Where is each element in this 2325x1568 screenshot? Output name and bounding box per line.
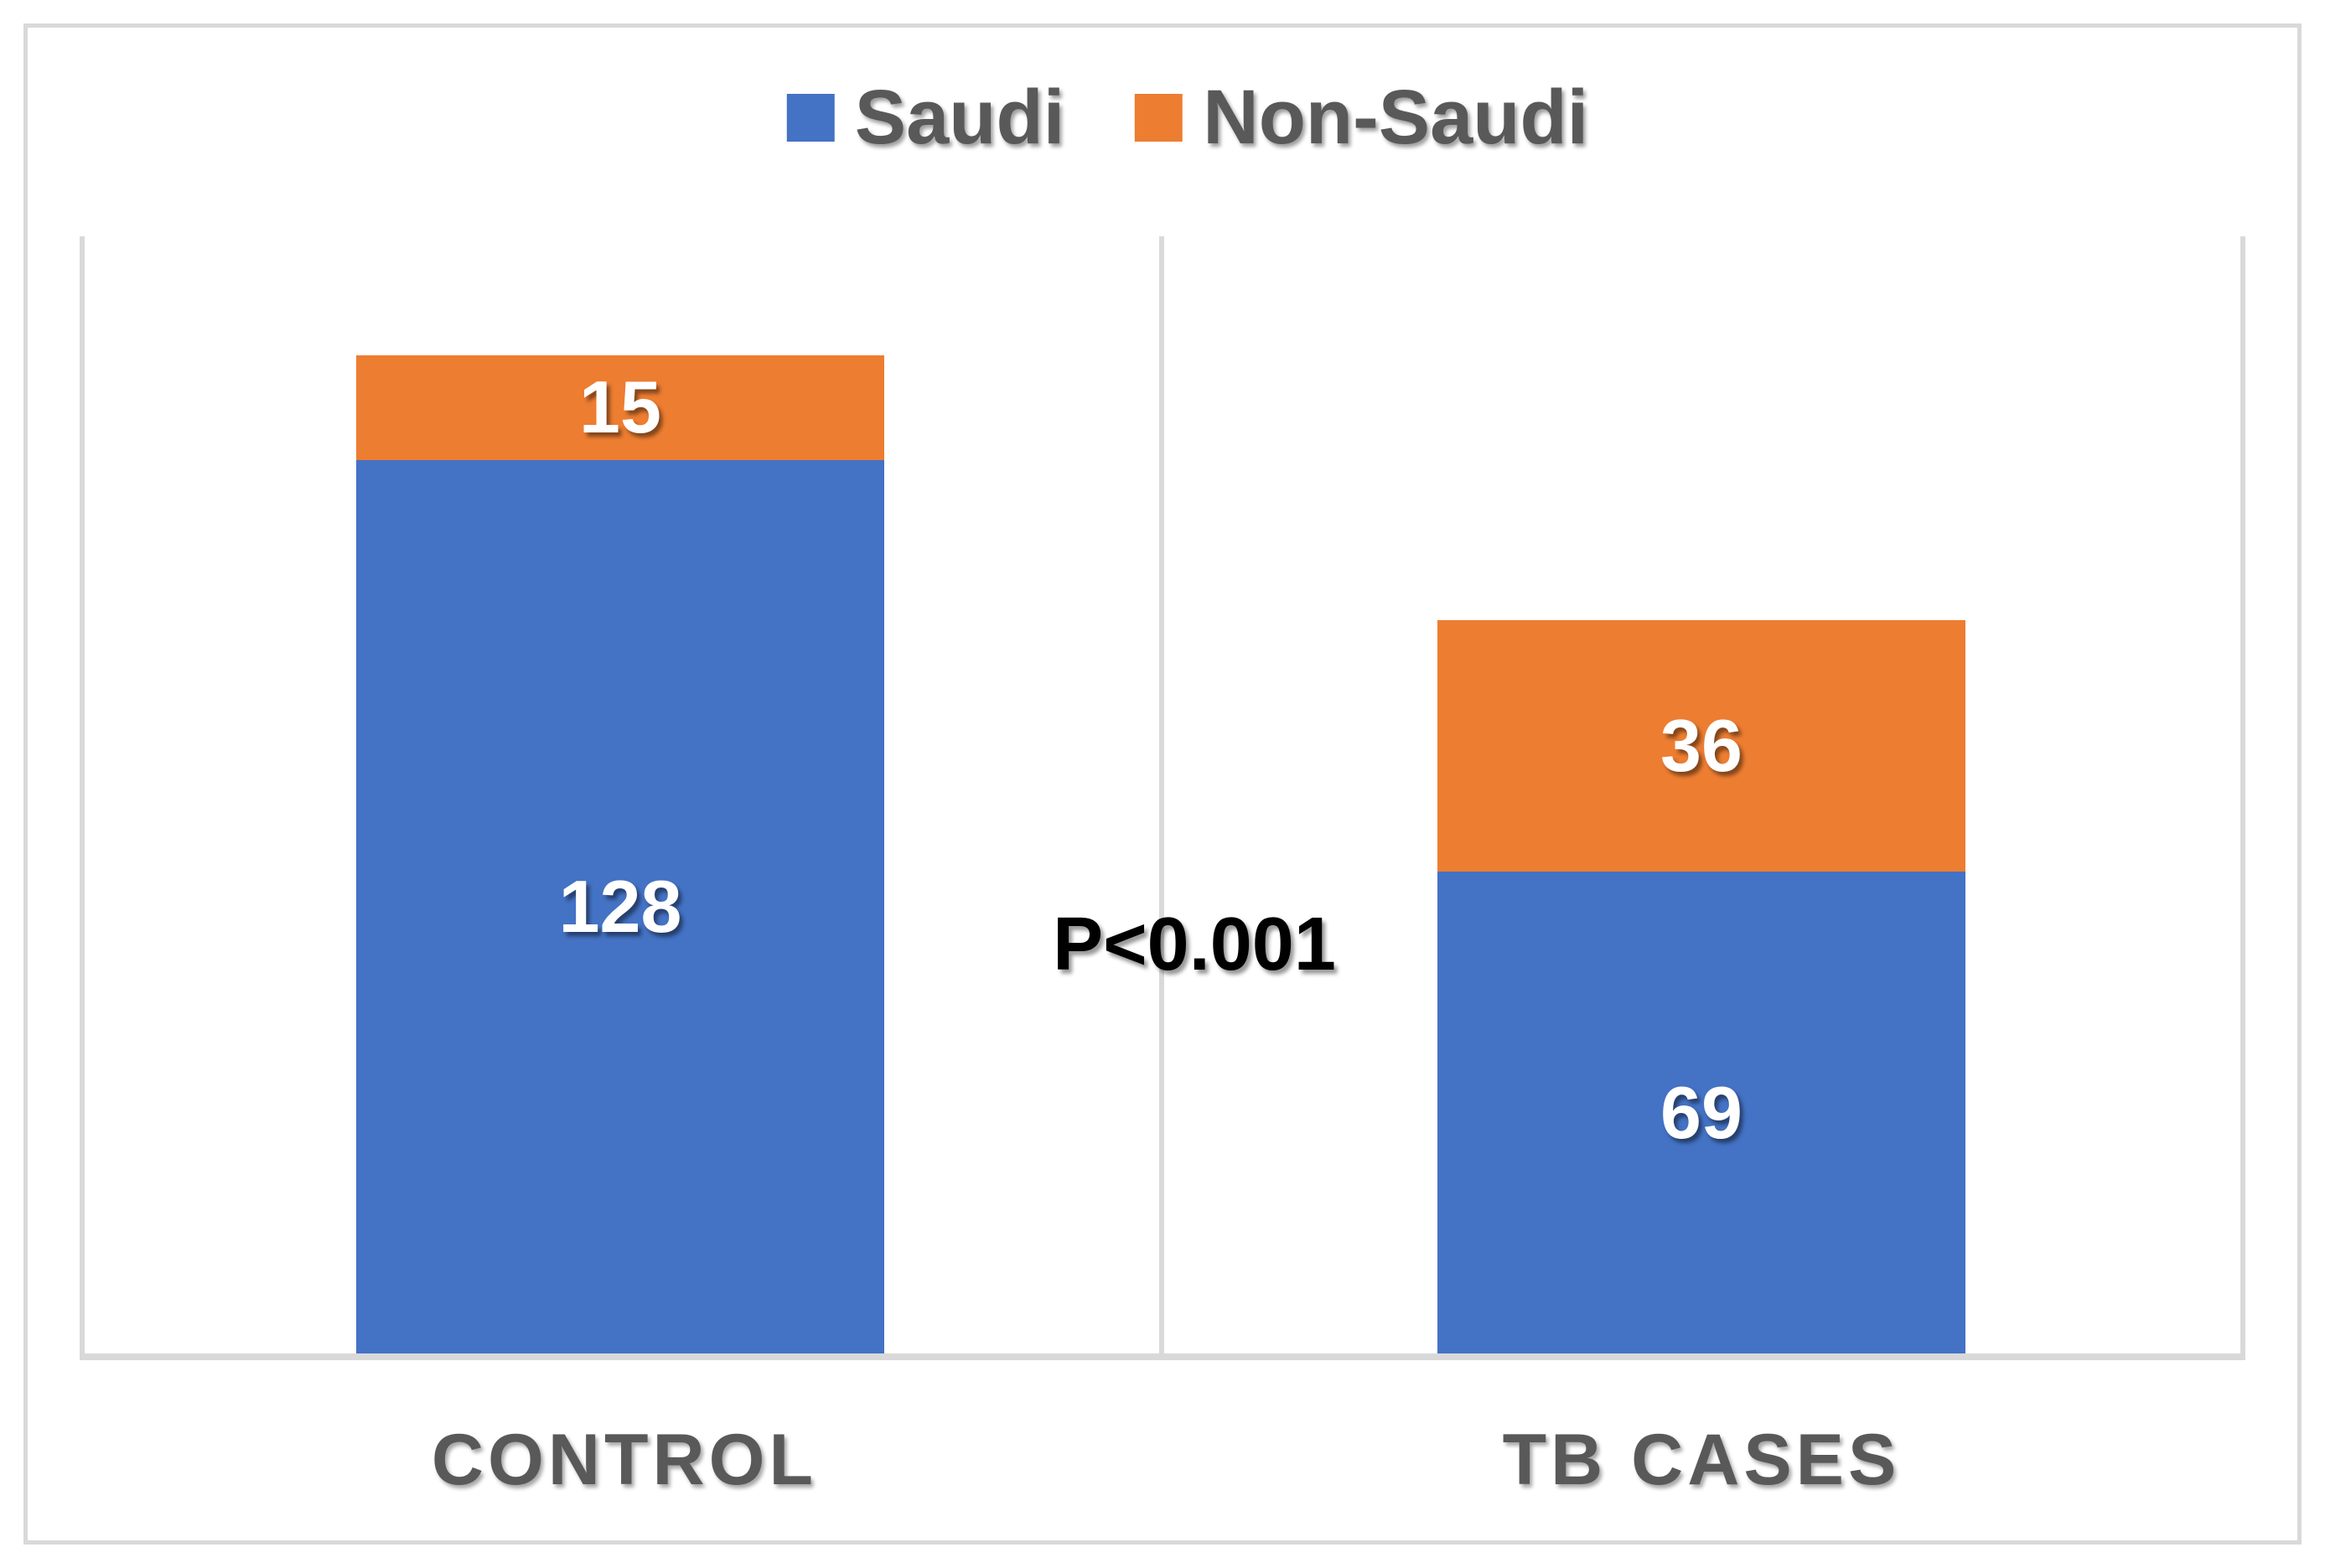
segment-tb-saudi: 69 bbox=[1437, 872, 1965, 1353]
data-label-control-saudi: 128 bbox=[558, 864, 682, 948]
data-label-tb-saudi: 69 bbox=[1660, 1070, 1742, 1154]
data-label-tb-non-saudi: 36 bbox=[1660, 704, 1742, 788]
legend-item-non-saudi: Non-Saudi bbox=[1135, 79, 1588, 156]
category-label-control: CONTROL bbox=[431, 1420, 818, 1500]
gridline-right bbox=[2240, 236, 2245, 1353]
segment-control-saudi: 128 bbox=[356, 459, 884, 1353]
legend-label-saudi: Saudi bbox=[854, 75, 1065, 160]
bar-tb-cases: 36 69 bbox=[1437, 620, 1965, 1353]
data-label-control-non-saudi: 15 bbox=[579, 365, 661, 449]
gridline-center bbox=[1159, 236, 1164, 1353]
x-axis-line bbox=[80, 1353, 2245, 1360]
category-label-tb-cases: TB CASES bbox=[1502, 1420, 1901, 1500]
plot-area: 15 128 36 69 P<0.001 bbox=[80, 236, 2245, 1360]
bar-control: 15 128 bbox=[356, 354, 884, 1353]
segment-tb-non-saudi: 36 bbox=[1437, 620, 1965, 872]
saudi-swatch-icon bbox=[786, 93, 835, 142]
legend-label-non-saudi: Non-Saudi bbox=[1203, 75, 1589, 160]
gridline-left bbox=[80, 236, 85, 1353]
non-saudi-swatch-icon bbox=[1135, 93, 1183, 142]
segment-control-non-saudi: 15 bbox=[356, 354, 884, 460]
p-value-annotation: P<0.001 bbox=[1053, 903, 1336, 986]
legend-item-saudi: Saudi bbox=[786, 75, 1065, 160]
legend: Saudi Non-Saudi bbox=[786, 75, 1588, 160]
